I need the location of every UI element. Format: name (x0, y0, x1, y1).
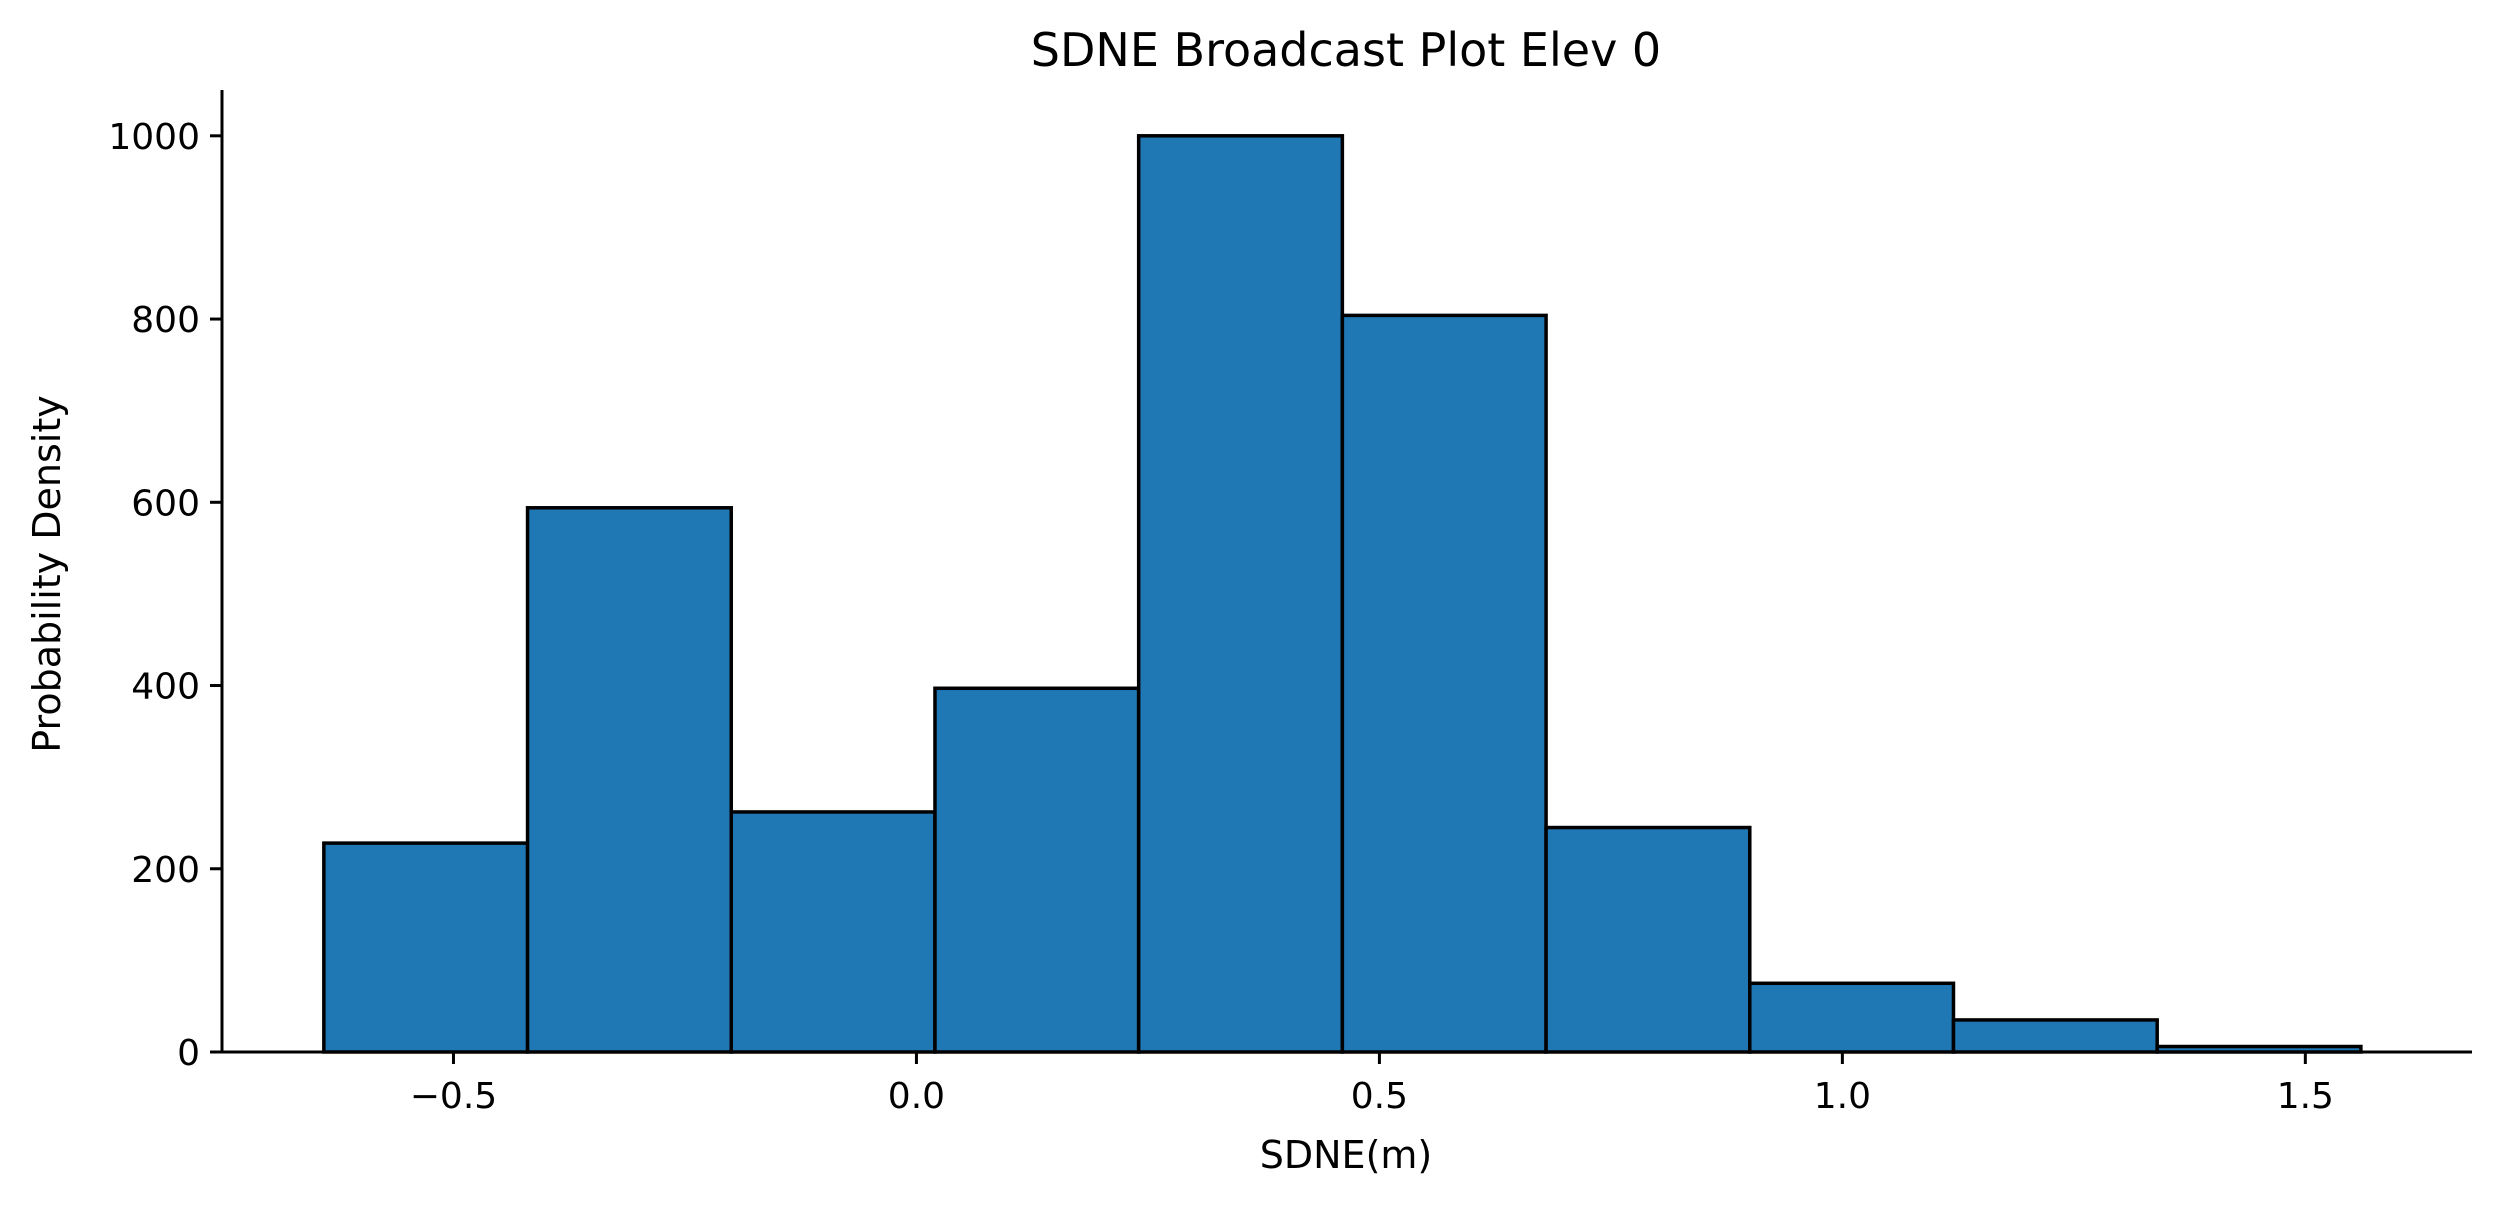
y-axis-label: Probability Density (25, 395, 69, 752)
y-tick-label: 1000 (108, 117, 200, 158)
histogram-bar (1544, 825, 1752, 1054)
bars-group (322, 134, 2363, 1054)
y-tick-label: 800 (131, 300, 200, 341)
histogram-bar (1340, 313, 1548, 1054)
x-axis-ticks: −0.5 0.0 0.5 1.0 1.5 (410, 1052, 2334, 1117)
y-axis-ticks: 0 200 400 600 800 1000 (108, 117, 222, 1074)
x-tick-label: −0.5 (410, 1076, 497, 1117)
x-tick-label: 0.0 (888, 1076, 945, 1117)
histogram-bar (322, 841, 530, 1054)
histogram-bar (1748, 981, 1956, 1054)
histogram-bar (933, 686, 1141, 1054)
x-axis-label: SDNE(m) (1260, 1133, 1432, 1177)
y-tick-label: 200 (131, 850, 200, 891)
x-tick-label: 0.5 (1351, 1076, 1408, 1117)
y-tick-label: 600 (131, 483, 200, 524)
y-tick-label: 0 (177, 1033, 200, 1074)
y-tick-label: 400 (131, 667, 200, 708)
chart-title: SDNE Broadcast Plot Elev 0 (1031, 23, 1661, 77)
x-tick-label: 1.5 (2277, 1076, 2334, 1117)
histogram-bar (729, 810, 937, 1054)
histogram-bar (1136, 134, 1345, 1054)
histogram-bar (525, 506, 734, 1054)
histogram-bar (1951, 1018, 2159, 1054)
x-tick-label: 1.0 (1814, 1076, 1871, 1117)
